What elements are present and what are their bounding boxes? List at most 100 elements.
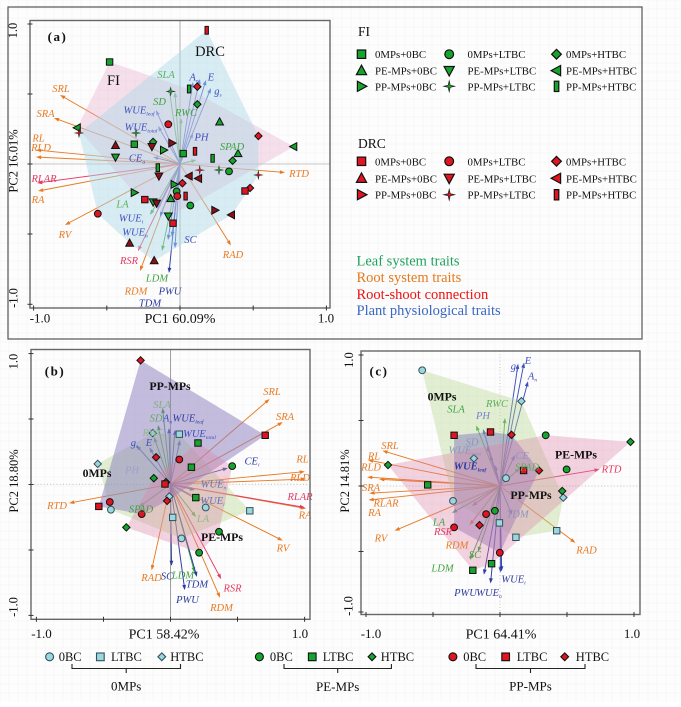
svg-text:PE-MPs+HTBC: PE-MPs+HTBC — [566, 173, 637, 185]
svg-text:-1.0: -1.0 — [31, 626, 52, 641]
svg-text:PH: PH — [124, 466, 140, 477]
svg-text:PE-MPs: PE-MPs — [201, 530, 243, 544]
svg-text:HTBC: HTBC — [381, 650, 414, 664]
svg-text:RA: RA — [31, 195, 45, 206]
svg-text:RLAR: RLAR — [30, 174, 57, 185]
svg-text:1.0: 1.0 — [6, 23, 20, 39]
svg-text:RDM: RDM — [124, 287, 149, 298]
svg-text:SPAD: SPAD — [129, 505, 154, 516]
svg-text:E: E — [524, 356, 532, 367]
svg-text:1.0: 1.0 — [624, 626, 640, 641]
svg-text:PP-MPs: PP-MPs — [509, 679, 552, 694]
svg-text:WUEi: WUEi — [119, 214, 144, 226]
svg-text:Plant physiological traits: Plant physiological traits — [357, 303, 502, 319]
svg-text:LA: LA — [196, 514, 210, 525]
svg-text:0MPs: 0MPs — [111, 679, 141, 694]
svg-text:RWC: RWC — [174, 108, 198, 119]
svg-text:1.0: 1.0 — [318, 311, 334, 326]
svg-text:RAD: RAD — [222, 250, 244, 261]
svg-text:RSR: RSR — [222, 584, 242, 595]
svg-text:DRC: DRC — [358, 136, 386, 151]
svg-text:-1.0: -1.0 — [7, 288, 21, 308]
svg-text:PP-MPs: PP-MPs — [510, 488, 552, 502]
svg-text:Root-shoot connection: Root-shoot connection — [357, 287, 489, 303]
svg-text:PC1 60.09%: PC1 60.09% — [145, 312, 216, 327]
svg-text:PC1 58.42%: PC1 58.42% — [129, 628, 200, 643]
svg-text:SRL: SRL — [381, 441, 399, 452]
svg-text:LDM: LDM — [430, 564, 454, 575]
svg-text:-1.0: -1.0 — [30, 311, 51, 326]
svg-text:HTBC: HTBC — [170, 650, 203, 664]
svg-text:TDM: TDM — [506, 510, 529, 521]
svg-text:0MPs: 0MPs — [428, 390, 457, 404]
svg-text:PP-MPs+LTBC: PP-MPs+LTBC — [468, 81, 536, 93]
svg-text:RSR: RSR — [433, 527, 453, 538]
svg-text:PH: PH — [475, 411, 491, 422]
svg-text:PP-MPs+0BC: PP-MPs+0BC — [375, 190, 436, 202]
svg-text:PE-MPs+HTBC: PE-MPs+HTBC — [566, 66, 637, 78]
svg-text:RV: RV — [58, 230, 73, 241]
svg-text:WUEn: WUEn — [201, 480, 227, 492]
svg-text:SPAD: SPAD — [220, 142, 245, 153]
svg-text:RDM: RDM — [445, 541, 470, 552]
svg-text:SRA: SRA — [36, 109, 55, 120]
svg-text:RAD: RAD — [575, 546, 597, 557]
svg-text:1.0: 1.0 — [7, 354, 21, 370]
svg-text:RV: RV — [374, 534, 389, 545]
svg-text:E: E — [145, 438, 153, 449]
svg-text:RAD: RAD — [140, 573, 162, 584]
svg-text:SD: SD — [150, 414, 163, 425]
svg-text:PE-MPs+0BC: PE-MPs+0BC — [375, 173, 437, 185]
svg-text:SC: SC — [469, 550, 482, 561]
svg-text:RDM: RDM — [209, 603, 234, 614]
svg-text:LTBC: LTBC — [323, 650, 354, 664]
svg-text:PE-MPs: PE-MPs — [555, 448, 597, 462]
svg-text:WUEn: WUEn — [476, 588, 502, 600]
svg-text:RLD: RLD — [289, 473, 310, 484]
svg-text:SC: SC — [184, 235, 197, 246]
svg-text:PP-MPs: PP-MPs — [149, 379, 191, 393]
svg-text:TDM: TDM — [186, 580, 209, 591]
svg-text:SRL: SRL — [263, 387, 281, 398]
svg-text:1.0: 1.0 — [292, 626, 308, 641]
svg-text:(b): (b) — [45, 364, 65, 379]
svg-text:Leaf system traits: Leaf system traits — [357, 254, 460, 270]
svg-text:0MPs+HTBC: 0MPs+HTBC — [566, 49, 626, 61]
svg-text:RLD: RLD — [30, 143, 51, 154]
svg-text:PC2 16.01%: PC2 16.01% — [7, 129, 21, 192]
svg-text:RV: RV — [276, 544, 291, 555]
svg-text:RLAR: RLAR — [286, 492, 313, 503]
svg-text:PE-MPs+LTBC: PE-MPs+LTBC — [468, 66, 537, 78]
svg-text:-1.0: -1.0 — [7, 597, 21, 617]
svg-text:PP-MPs+HTBC: PP-MPs+HTBC — [566, 81, 636, 93]
svg-text:RTD: RTD — [601, 465, 622, 476]
svg-text:0BC: 0BC — [59, 650, 82, 664]
svg-text:LA: LA — [115, 200, 129, 211]
svg-text:(c): (c) — [370, 364, 389, 379]
svg-text:RLD: RLD — [360, 463, 381, 474]
svg-text:SLA: SLA — [157, 70, 175, 81]
svg-text:(a): (a) — [48, 29, 68, 44]
svg-text:PP-MPs+LTBC: PP-MPs+LTBC — [468, 190, 536, 202]
svg-text:LDM: LDM — [145, 274, 169, 285]
svg-text:LTBC: LTBC — [517, 650, 548, 664]
svg-text:WUEi: WUEi — [501, 575, 526, 587]
svg-text:PH: PH — [194, 133, 210, 144]
svg-text:PE-MPs+0BC: PE-MPs+0BC — [375, 66, 437, 78]
svg-text:SLA: SLA — [447, 405, 465, 416]
svg-text:0MPs+LTBC: 0MPs+LTBC — [468, 156, 526, 168]
svg-text:RTD: RTD — [46, 501, 67, 512]
svg-text:SPAD: SPAD — [515, 463, 540, 474]
svg-text:HTBC: HTBC — [576, 650, 609, 664]
svg-text:0MPs+HTBC: 0MPs+HTBC — [566, 156, 626, 168]
svg-text:PE-MPs: PE-MPs — [316, 679, 359, 694]
svg-text:LA: LA — [432, 518, 446, 529]
svg-text:SRL: SRL — [52, 84, 70, 95]
svg-text:RWC: RWC — [485, 399, 509, 410]
svg-text:PC2 14.81%: PC2 14.81% — [338, 449, 352, 512]
svg-text:0BC: 0BC — [270, 650, 293, 664]
svg-text:WUEi: WUEi — [200, 496, 225, 508]
svg-text:0MPs: 0MPs — [83, 466, 112, 480]
svg-text:RSR: RSR — [119, 256, 139, 267]
svg-text:Root system traits: Root system traits — [357, 270, 462, 286]
